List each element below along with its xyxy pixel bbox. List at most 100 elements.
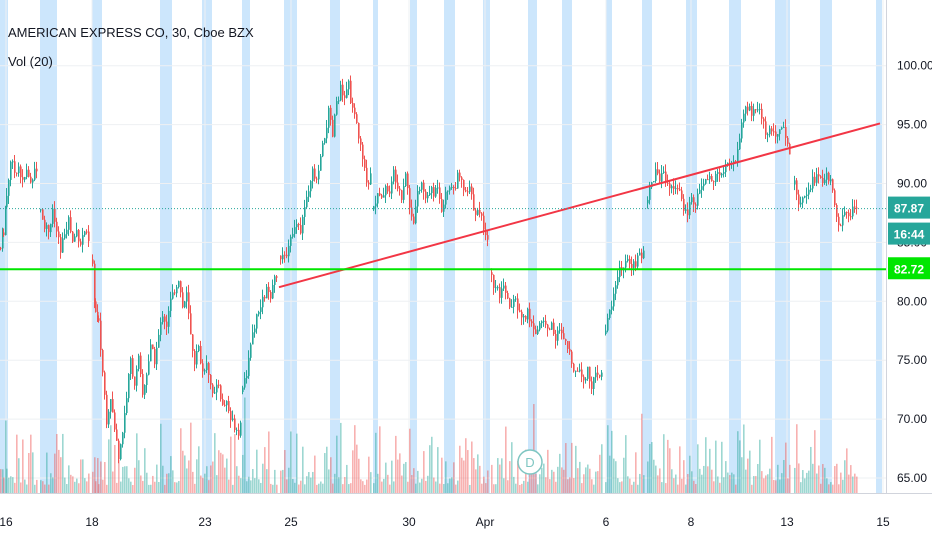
candle-body bbox=[370, 173, 372, 185]
candle-body bbox=[767, 134, 769, 136]
candle-body bbox=[846, 212, 848, 214]
volume-bar bbox=[669, 448, 671, 493]
symbol-legend[interactable]: AMERICAN EXPRESS CO, 30, Cboe BZX bbox=[8, 25, 254, 40]
volume-bar bbox=[599, 454, 601, 493]
candle-body bbox=[358, 123, 360, 139]
volume-bar bbox=[186, 468, 188, 493]
volume-bar bbox=[338, 477, 340, 493]
session-band bbox=[40, 0, 57, 493]
volume-bar bbox=[601, 444, 603, 493]
volume-bar bbox=[188, 460, 190, 493]
candle-body bbox=[525, 315, 527, 320]
candle-body bbox=[20, 166, 22, 178]
volume-bar bbox=[214, 433, 216, 493]
volume-bar bbox=[703, 465, 705, 493]
price-label-text: 87.87 bbox=[894, 202, 924, 216]
volume-bar bbox=[555, 481, 557, 493]
volume-bar bbox=[475, 469, 477, 493]
volume-bar bbox=[427, 475, 429, 493]
volume-bar bbox=[26, 484, 28, 493]
volume-bar bbox=[92, 471, 94, 493]
candle-body bbox=[707, 179, 709, 181]
volume-bar bbox=[54, 453, 56, 493]
candle-body bbox=[619, 267, 621, 278]
candle-body bbox=[244, 378, 246, 388]
price-tick-label: 80.00 bbox=[897, 294, 927, 308]
volume-bar bbox=[64, 477, 66, 493]
candle-body bbox=[667, 182, 669, 184]
volume-bar bbox=[687, 474, 689, 493]
candle-body bbox=[477, 209, 479, 215]
volume-bar bbox=[804, 478, 806, 493]
candle-body bbox=[186, 292, 188, 302]
candle-body bbox=[802, 197, 804, 203]
candle-body bbox=[401, 190, 403, 200]
volume-bar bbox=[0, 469, 2, 493]
volume-bar bbox=[220, 452, 222, 493]
candle-body bbox=[180, 281, 182, 293]
volume-bar bbox=[68, 465, 70, 493]
price-axis[interactable]: 65.0070.0075.0080.0085.0090.0095.00100.0… bbox=[887, 0, 932, 493]
volume-bar bbox=[246, 481, 248, 493]
volume-bar bbox=[583, 474, 585, 493]
volume-bar bbox=[579, 461, 581, 493]
volume-legend[interactable]: Vol (20) bbox=[8, 54, 53, 69]
candle-body bbox=[473, 194, 475, 211]
candle-body bbox=[559, 329, 561, 331]
candle-body bbox=[761, 108, 763, 119]
candle-body bbox=[794, 180, 796, 185]
volume-bar bbox=[389, 484, 391, 493]
candle-body bbox=[719, 172, 721, 176]
drawings[interactable]: D bbox=[0, 122, 886, 475]
volume-bar bbox=[529, 466, 531, 493]
volume-bar bbox=[162, 465, 164, 493]
candle-body bbox=[238, 429, 240, 436]
volume-bar bbox=[571, 442, 573, 493]
volume-bar bbox=[521, 483, 523, 493]
candle-body bbox=[639, 252, 641, 256]
volume-bar bbox=[308, 472, 310, 493]
candle-body bbox=[232, 418, 234, 421]
candle-body bbox=[134, 376, 136, 386]
volume-bar bbox=[820, 483, 822, 493]
candle-body bbox=[763, 118, 765, 122]
time-axis[interactable]: 16 18 23 25 30 Apr 6 8 13 15 bbox=[0, 515, 890, 529]
candle-body bbox=[356, 114, 358, 124]
volume-bar bbox=[501, 458, 503, 493]
volume-bar bbox=[5, 420, 7, 493]
candle-body bbox=[86, 231, 88, 233]
volume-bar bbox=[735, 484, 737, 493]
candle-body bbox=[685, 209, 687, 211]
candle-body bbox=[503, 285, 505, 289]
session-band bbox=[373, 0, 378, 493]
candle-body bbox=[509, 298, 511, 308]
volume-bar bbox=[856, 476, 858, 493]
candle-body bbox=[368, 182, 370, 185]
candle-body bbox=[713, 181, 715, 183]
price-axis-bg bbox=[887, 0, 932, 493]
candle-body bbox=[437, 187, 439, 189]
candle-body bbox=[132, 358, 134, 377]
volume-bar bbox=[775, 480, 777, 493]
candle-body bbox=[499, 287, 501, 298]
candle-body bbox=[487, 235, 489, 240]
candle-body bbox=[322, 143, 324, 157]
volume-bar bbox=[40, 480, 42, 493]
candle-body bbox=[379, 193, 381, 196]
volume-bar bbox=[553, 471, 555, 493]
volume-bar bbox=[122, 466, 124, 493]
volume-bar bbox=[114, 444, 116, 493]
volume-bar bbox=[842, 479, 844, 493]
candle-body bbox=[240, 422, 242, 436]
volume-bar bbox=[433, 477, 435, 493]
volume-bar bbox=[284, 450, 286, 493]
volume-bar bbox=[551, 469, 553, 493]
candle-body bbox=[806, 194, 808, 197]
volume-bar bbox=[224, 467, 226, 493]
volume-bar bbox=[126, 466, 128, 493]
candle-body bbox=[204, 370, 206, 372]
time-tick-label: 25 bbox=[284, 515, 298, 529]
candle-body bbox=[469, 186, 471, 192]
candle-body bbox=[826, 172, 828, 180]
